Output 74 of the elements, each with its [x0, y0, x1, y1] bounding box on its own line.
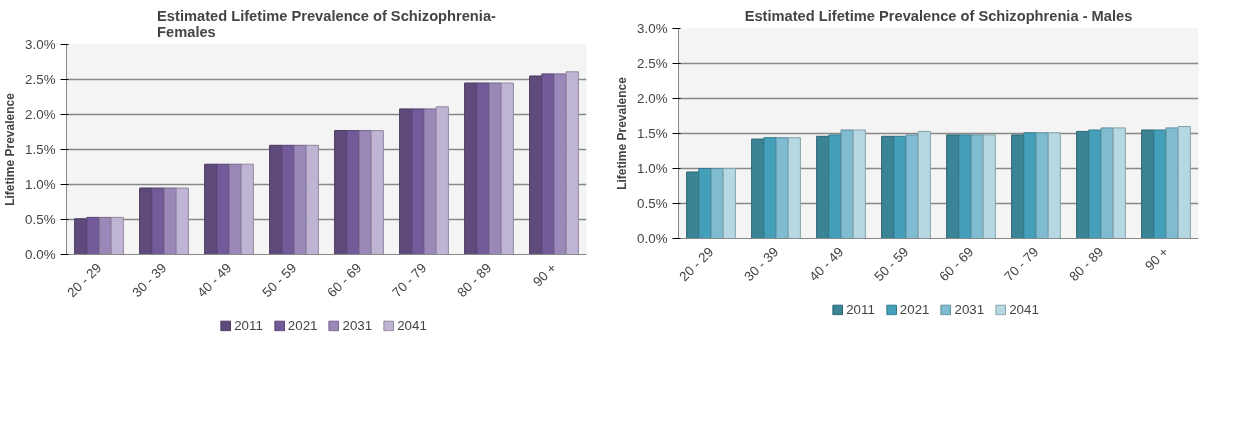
bar: [228, 163, 242, 255]
legend-label: 2021: [287, 317, 318, 333]
bar: [305, 144, 319, 255]
bar: [163, 187, 177, 255]
x-tick-label: 80 - 89: [454, 260, 495, 301]
legend-label: 2041: [397, 317, 427, 333]
x-tick-label: 70 - 79: [1001, 244, 1042, 285]
bar: [917, 130, 931, 239]
bar: [358, 130, 372, 255]
x-tick-label: 20 - 29: [64, 260, 105, 301]
y-tick-label: 1.0%: [25, 177, 56, 192]
chart-title: Estimated Lifetime Prevalence of Schizophrenia- Females: [157, 7, 497, 40]
bar: [1177, 126, 1191, 239]
x-tick-label: 90 +: [530, 260, 560, 290]
x-tick-label: 60 - 69: [936, 244, 977, 285]
y-tick-label: 1.0%: [637, 161, 668, 176]
x-tick-label: 90 +: [1142, 244, 1172, 274]
x-tick-label: 50 - 59: [259, 260, 300, 301]
legend-label: 2041: [1009, 301, 1039, 317]
y-tick-label: 1.5%: [637, 126, 668, 141]
bar: [565, 71, 579, 255]
chart-title: Estimated Lifetime Prevalence of Schizophrenia - Males: [744, 7, 1133, 24]
y-tick-label: 3.0%: [25, 37, 56, 52]
x-tick-label: 20 - 29: [676, 244, 717, 285]
bar: [1165, 127, 1179, 239]
bar: [110, 216, 124, 255]
bar: [240, 163, 254, 255]
bar: [423, 108, 437, 255]
bar: [553, 73, 567, 255]
legend-label: 2031: [954, 301, 985, 317]
bar: [1100, 127, 1114, 239]
x-tick-label: 50 - 59: [871, 244, 912, 285]
x-tick-label: 70 - 79: [389, 260, 430, 301]
x-tick-label: 40 - 49: [806, 244, 847, 285]
y-tick-label: 0.5%: [637, 196, 668, 211]
y-tick-label: 2.0%: [25, 107, 56, 122]
bar: [488, 82, 502, 255]
x-tick-label: 30 - 39: [129, 260, 170, 301]
bar: [175, 187, 189, 255]
bar: [1035, 132, 1049, 239]
y-axis-title: Lifetime Prevalence: [615, 76, 630, 190]
y-tick-label: 0.5%: [25, 212, 56, 227]
legend-label: 2011: [234, 317, 263, 333]
bar: [1047, 132, 1061, 239]
y-axis-title: Lifetime Prevalence: [3, 92, 18, 206]
bar: [787, 137, 801, 239]
bar: [982, 134, 996, 239]
bar: [98, 216, 112, 255]
bar: [1112, 127, 1126, 239]
x-tick-label: 30 - 39: [741, 244, 782, 285]
bar: [293, 144, 307, 255]
y-tick-label: 3.0%: [637, 21, 668, 36]
legend-label: 2011: [846, 301, 875, 317]
bar: [500, 82, 514, 255]
x-tick-label: 80 - 89: [1066, 244, 1107, 285]
bar: [435, 106, 449, 255]
bar: [722, 168, 736, 239]
bar: [852, 129, 866, 239]
bar: [775, 137, 789, 239]
bar: [905, 134, 919, 239]
y-tick-label: 2.5%: [637, 56, 668, 71]
x-tick-label: 40 - 49: [194, 260, 235, 301]
x-tick-label: 60 - 69: [324, 260, 365, 301]
y-tick-label: 0.0%: [25, 247, 56, 262]
bar: [970, 134, 984, 239]
legend-label: 2021: [899, 301, 930, 317]
y-tick-label: 2.0%: [637, 91, 668, 106]
bar: [370, 130, 384, 255]
y-tick-label: 0.0%: [637, 231, 668, 246]
bar: [840, 129, 854, 239]
bar: [710, 168, 724, 239]
legend-label: 2031: [342, 317, 373, 333]
y-tick-label: 1.5%: [25, 142, 56, 157]
y-tick-label: 2.5%: [25, 72, 56, 87]
